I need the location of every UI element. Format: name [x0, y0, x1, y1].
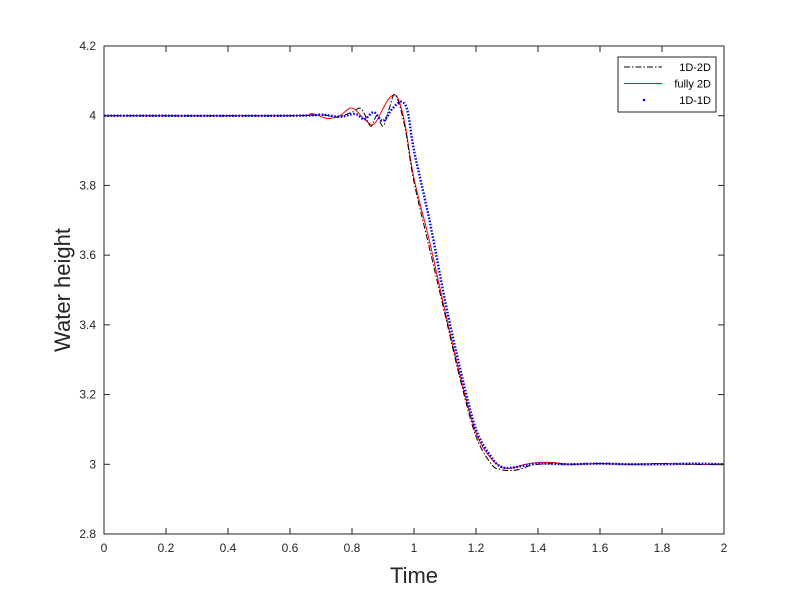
y-tick-label: 4.2 — [79, 39, 96, 53]
y-tick-label: 3 — [89, 457, 96, 471]
y-tick-label: 3.8 — [79, 178, 96, 192]
y-tick-label: 3.4 — [79, 318, 96, 332]
series-line-1d-2d — [103, 93, 725, 472]
y-tick-label: 4 — [89, 109, 96, 123]
legend-box — [617, 56, 717, 113]
ticks-layer: 0 0.2 0.4 0.6 0.8 1 1.2 1.4 1.6 1.8 2 2.8 3 3.2 3.4 3.6… — [79, 39, 727, 555]
series-layer — [103, 93, 725, 472]
legend-label: 1D-1D — [679, 95, 711, 107]
x-tick-label: 1.8 — [654, 541, 671, 555]
y-tick-label: 3.2 — [79, 388, 96, 402]
legend-entry: fully 2D — [624, 79, 711, 91]
x-tick-label: 0.8 — [344, 541, 361, 555]
legend: 1D-2D fully 2D 1D-1D — [617, 56, 717, 113]
plot-area — [103, 45, 725, 535]
series-line-1d-1d — [103, 100, 725, 470]
x-tick-label: 0 — [101, 541, 108, 555]
y-tick-label: 2.8 — [79, 527, 96, 541]
x-tick-label: 1 — [411, 541, 418, 555]
x-tick-label: 0.6 — [282, 541, 299, 555]
y-axis-label: Water height — [50, 228, 75, 352]
x-tick-label: 0.2 — [158, 541, 175, 555]
x-tick-label: 0.4 — [220, 541, 237, 555]
legend-entry: 1D-2D — [624, 62, 711, 74]
legend-label: fully 2D — [674, 79, 711, 91]
legend-label: 1D-2D — [679, 62, 711, 74]
axes-box — [103, 45, 725, 535]
x-axis-label: Time — [390, 563, 438, 588]
legend-entry: 1D-1D — [642, 95, 711, 107]
x-tick-label: 1.4 — [530, 541, 547, 555]
y-tick-label: 3.6 — [79, 248, 96, 262]
legend-marker — [642, 98, 646, 102]
x-tick-label: 1.6 — [592, 541, 609, 555]
x-tick-label: 1.2 — [468, 541, 485, 555]
x-tick-label: 2 — [721, 541, 728, 555]
